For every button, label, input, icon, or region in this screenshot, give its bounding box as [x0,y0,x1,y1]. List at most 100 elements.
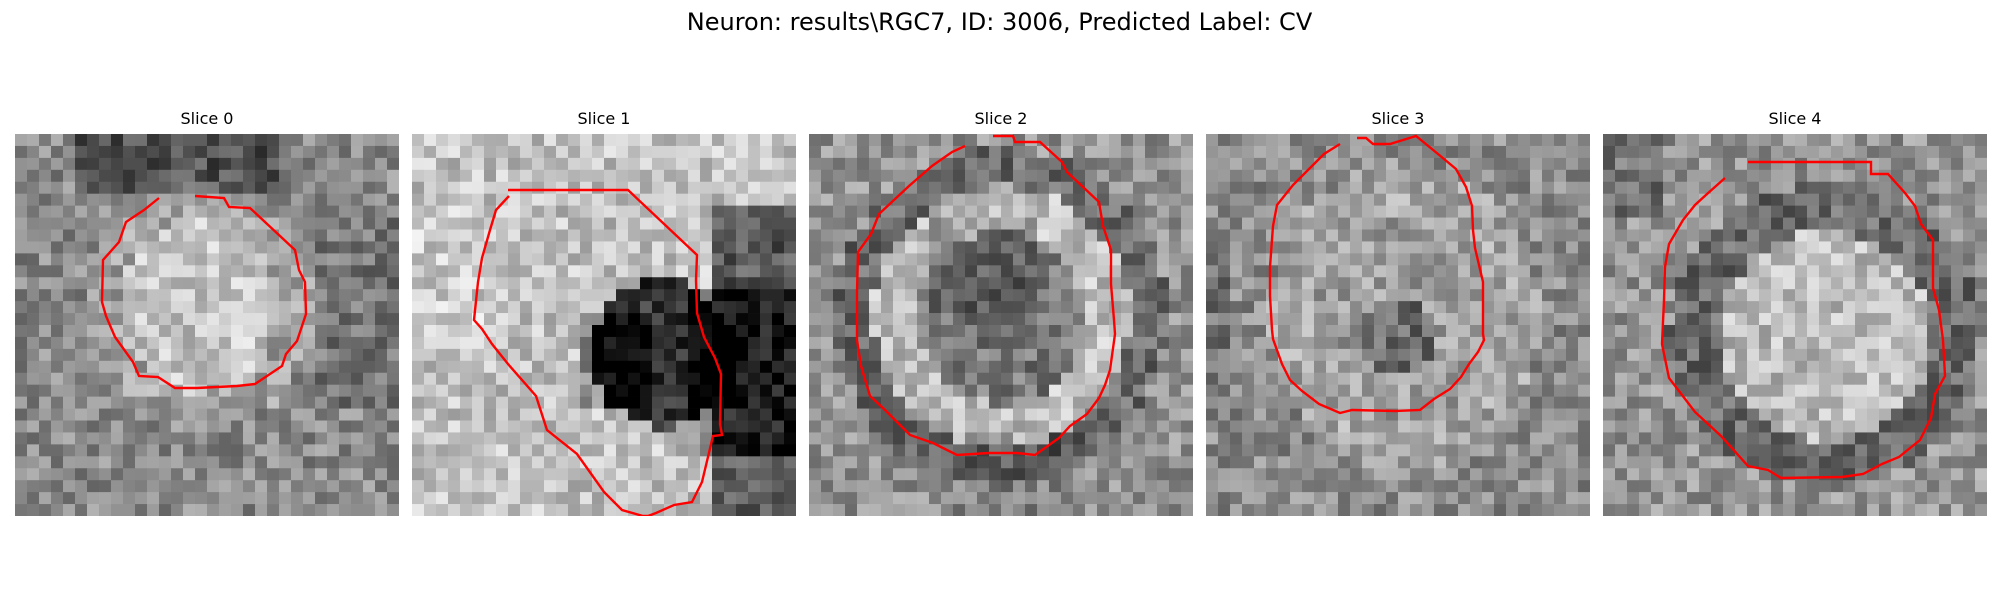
image-pixel [929,492,942,505]
image-pixel [845,384,858,397]
image-pixel [953,372,966,386]
image-pixel [1446,265,1459,278]
image-pixel [977,348,990,362]
image-pixel [1013,325,1026,338]
image-pixel [1831,384,1844,397]
image-pixel [15,325,28,338]
image-pixel [929,277,942,290]
image-pixel [917,384,930,397]
image-pixel [568,348,581,362]
image-pixel [1482,157,1495,171]
image-pixel [387,444,399,457]
image-pixel [1121,408,1134,421]
image-pixel [279,432,292,445]
image-pixel [1711,432,1724,445]
image-pixel [1807,360,1820,374]
image-pixel [568,504,581,516]
image-pixel [1542,134,1555,147]
image-pixel [159,504,172,516]
image-pixel [1326,444,1339,457]
image-pixel [592,313,605,326]
image-pixel [1326,205,1339,218]
image-pixel [243,372,256,386]
image-pixel [784,360,796,374]
image-pixel [652,229,665,242]
image-pixel [772,325,785,338]
image-pixel [821,480,834,493]
image-pixel [1627,372,1640,386]
image-pixel [99,157,112,171]
image-pixel [255,181,268,195]
image-pixel [1578,384,1590,397]
image-pixel [387,456,399,469]
image-pixel [700,205,713,218]
image-pixel [1458,217,1471,230]
image-pixel [1771,217,1784,230]
image-pixel [1242,313,1255,326]
image-pixel [1073,145,1086,159]
image-pixel [1578,145,1590,159]
image-pixel [592,134,605,147]
image-pixel [748,360,761,374]
image-pixel [977,289,990,302]
image-pixel [628,396,641,409]
image-pixel [279,169,292,183]
image-pixel [267,265,280,278]
image-pixel [905,265,918,278]
image-pixel [929,408,942,421]
image-pixel [1109,420,1122,433]
image-pixel [496,229,509,242]
image-pixel [965,205,978,218]
image-pixel [1855,420,1868,433]
image-pixel [929,193,942,206]
image-pixel [1230,325,1243,338]
image-pixel [291,348,304,362]
image-pixel [1266,396,1279,409]
image-pixel [881,504,894,516]
image-pixel [1615,325,1628,338]
image-pixel [1266,181,1279,195]
image-pixel [1338,456,1351,469]
image-pixel [1663,145,1676,159]
image-pixel [592,432,605,445]
image-pixel [1663,301,1676,314]
image-pixel [700,372,713,386]
image-pixel [1085,265,1098,278]
image-pixel [905,408,918,421]
image-pixel [724,420,737,433]
image-pixel [580,145,593,159]
image-pixel [39,480,52,493]
image-pixel [1374,336,1387,350]
image-pixel [1518,241,1531,254]
image-pixel [1627,229,1640,242]
image-pixel [1494,277,1507,290]
image-pixel [339,468,352,481]
image-pixel [1843,396,1856,409]
image-pixel [1326,289,1339,302]
image-pixel [1879,325,1892,338]
image-pixel [1013,420,1026,433]
image-pixel [1578,253,1590,266]
image-pixel [989,360,1002,374]
image-pixel [1181,348,1193,362]
image-pixel [1639,253,1652,266]
image-pixel [1350,253,1363,266]
image-pixel [1001,456,1014,469]
image-pixel [1037,241,1050,254]
image-pixel [652,420,665,433]
image-pixel [784,504,796,516]
image-pixel [99,504,112,516]
image-pixel [1627,145,1640,159]
image-pixel [664,253,677,266]
image-pixel [1446,205,1459,218]
image-pixel [1230,420,1243,433]
image-pixel [1482,181,1495,195]
image-pixel [460,456,473,469]
image-pixel [845,229,858,242]
image-pixel [784,336,796,350]
image-pixel [1338,134,1351,147]
image-pixel [1169,301,1182,314]
image-pixel [508,229,521,242]
image-pixel [845,504,858,516]
image-pixel [351,169,364,183]
